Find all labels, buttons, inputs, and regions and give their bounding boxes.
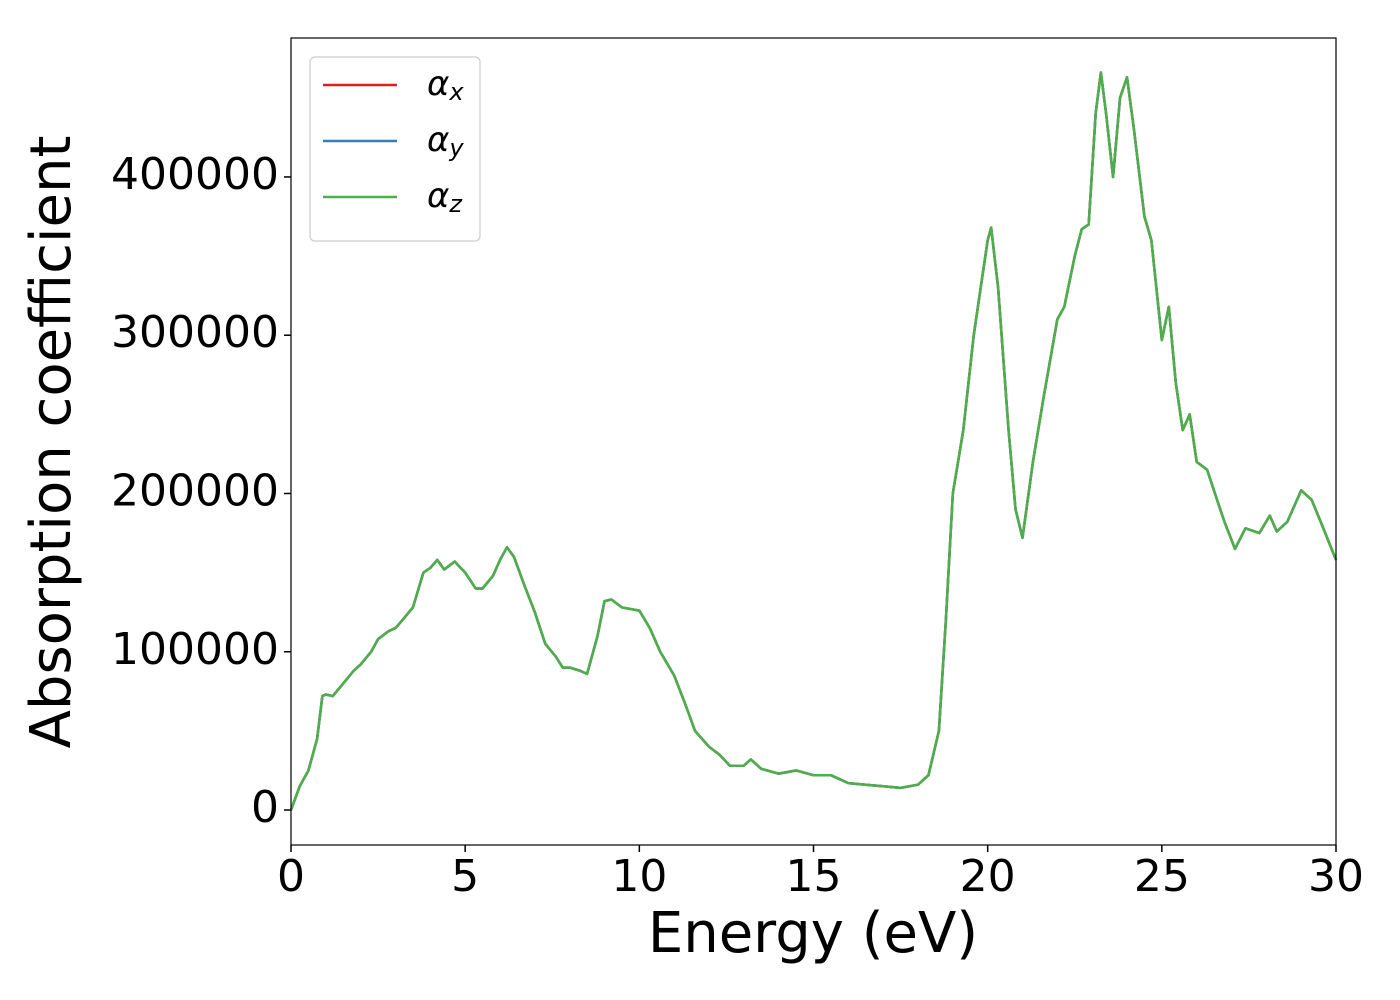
x-tick-label: 5 — [451, 851, 479, 902]
x-tick-label: 0 — [277, 851, 305, 902]
legend-label: αy — [427, 120, 464, 163]
legend-label: αx — [427, 64, 464, 107]
y-tick-label: 0 — [251, 782, 279, 833]
y-tick-label: 100000 — [111, 624, 279, 675]
y-tick-label: 300000 — [111, 307, 279, 358]
x-tick-label: 15 — [786, 851, 842, 902]
x-tick-label: 10 — [611, 851, 667, 902]
y-tick-label: 400000 — [111, 149, 279, 200]
y-axis-label: Absorption coefficient — [19, 136, 84, 749]
plot-frame — [290, 37, 1337, 846]
y-tick-label: 200000 — [111, 465, 279, 516]
legend-box — [309, 56, 481, 242]
data-line — [289, 71, 1338, 811]
x-tick-label: 20 — [960, 851, 1016, 902]
x-tick-label: 30 — [1308, 851, 1364, 902]
legend-label: αz — [427, 176, 463, 219]
x-tick-label: 25 — [1134, 851, 1190, 902]
x-axis-label: Energy (eV) — [648, 901, 978, 966]
